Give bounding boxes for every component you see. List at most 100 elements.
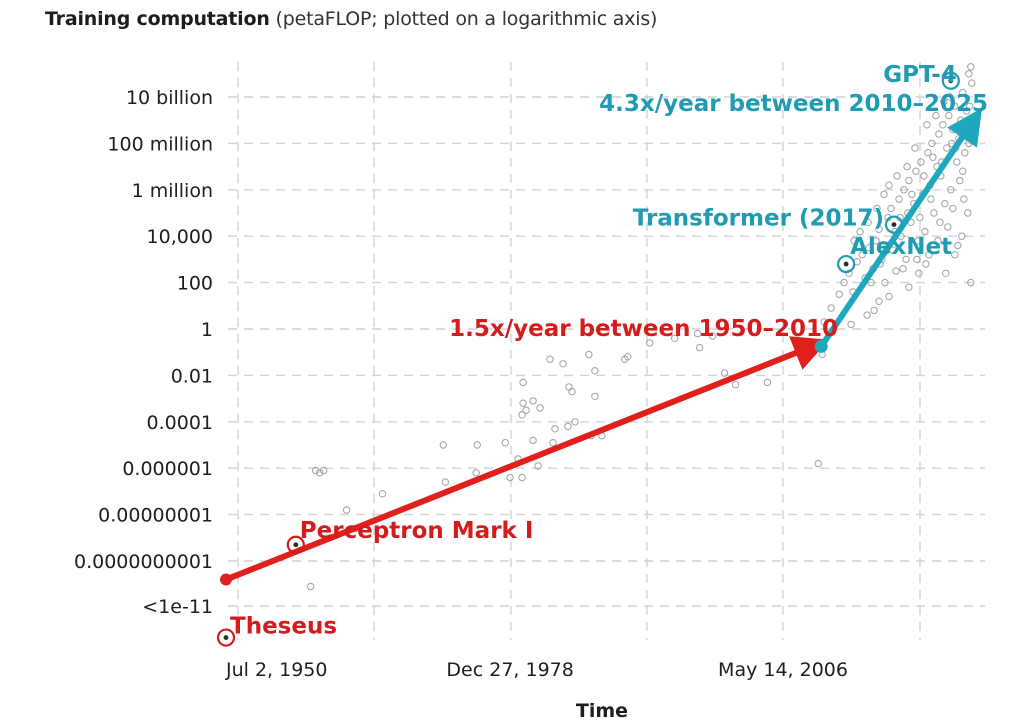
data-point — [960, 195, 968, 203]
data-point — [959, 167, 967, 175]
data-point — [968, 79, 976, 87]
data-point — [856, 227, 864, 236]
data-point — [892, 267, 900, 275]
data-point — [865, 244, 873, 252]
data-point — [720, 369, 729, 377]
data-point — [873, 204, 881, 213]
data-point — [944, 223, 952, 231]
data-point — [867, 278, 875, 287]
y-tick-label: 1 — [201, 319, 213, 341]
data-point — [522, 406, 530, 414]
highlight-label: Transformer (2017) — [633, 206, 884, 232]
data-point — [961, 149, 969, 157]
data-point — [441, 478, 449, 486]
chart-title-subtitle: (petaFLOP; plotted on a logarithmic axis… — [269, 8, 658, 30]
data-point — [378, 490, 387, 498]
data-point — [880, 190, 888, 199]
data-point — [889, 246, 897, 254]
data-point — [902, 255, 910, 264]
data-point — [917, 158, 925, 166]
highlight-dot — [891, 222, 897, 228]
data-point — [312, 466, 320, 475]
data-point — [529, 436, 537, 445]
data-point — [342, 506, 351, 514]
data-point — [885, 181, 893, 189]
data-point — [875, 225, 883, 233]
data-point — [591, 392, 599, 400]
data-point — [536, 404, 544, 412]
trend-arrow-1950-2010 — [223, 336, 830, 583]
highlight-ring-icon — [216, 628, 236, 647]
data-point — [965, 70, 973, 78]
data-point — [439, 441, 447, 449]
data-point — [893, 172, 901, 180]
y-tick-label: 0.0001 — [147, 412, 213, 434]
data-point — [518, 411, 526, 419]
x-tick-label: Jul 2, 1950 — [225, 659, 328, 681]
highlighted-models: Theseus Perceptron Mark I AlexNetTransform… — [216, 62, 960, 647]
data-point — [959, 88, 967, 97]
data-point — [518, 473, 526, 482]
trend-label-2010-2025: 4.3x/year between 2010–2025 — [599, 91, 988, 117]
data-point — [320, 466, 328, 475]
trend-junction-dot — [814, 339, 828, 353]
data-point — [571, 418, 579, 426]
y-axis: 10 billion 100 million 1 million 10,000 100 1… — [74, 87, 213, 618]
data-point — [895, 195, 903, 203]
data-point — [949, 125, 957, 134]
data-point — [928, 139, 936, 148]
data-point — [546, 355, 554, 363]
highlight-gpt-4: GPT-4 — [883, 62, 960, 90]
data-point — [924, 149, 932, 157]
chart-title: Training computation (petaFLOP; plotted … — [45, 8, 657, 30]
data-point — [958, 232, 966, 240]
data-point — [927, 195, 935, 203]
highlight-label: AlexNet — [850, 234, 952, 260]
data-point — [887, 204, 895, 213]
highlight-label: GPT-4 — [883, 62, 957, 88]
data-point — [708, 332, 717, 340]
data-point — [835, 290, 843, 298]
y-tick-label: 10 billion — [126, 87, 213, 109]
data-point — [565, 383, 573, 391]
data-point — [916, 213, 924, 222]
grid — [228, 62, 985, 640]
data-point — [519, 399, 527, 407]
chart-title-bold: Training computation — [45, 8, 270, 30]
data-point — [953, 158, 961, 166]
highlight-dot — [843, 261, 849, 267]
data-point — [967, 278, 975, 287]
highlight-ring-icon — [884, 215, 904, 234]
data-point — [858, 251, 866, 259]
y-tick-label: <1e-11 — [142, 596, 213, 618]
data-point — [956, 176, 964, 185]
data-point — [930, 209, 938, 217]
y-tick-label: 0.000001 — [122, 458, 213, 480]
data-point — [863, 311, 871, 319]
highlight-label: Theseus — [230, 614, 337, 640]
y-tick-label: 0.01 — [171, 365, 213, 387]
highlight-ring-icon — [941, 71, 960, 90]
data-point — [964, 209, 972, 217]
data-point — [585, 350, 593, 359]
data-point — [913, 255, 921, 264]
data-point — [506, 473, 514, 482]
y-tick-label: 1 million — [132, 180, 213, 202]
highlight-dot — [223, 635, 229, 640]
data-point — [591, 367, 599, 375]
data-point — [951, 251, 959, 259]
data-point — [900, 186, 908, 194]
data-point — [967, 63, 975, 71]
data-point — [671, 334, 679, 342]
data-point — [934, 237, 942, 245]
data-point — [935, 130, 943, 138]
data-point — [925, 251, 933, 259]
data-point — [519, 378, 527, 387]
data-point — [911, 144, 919, 152]
data-point — [936, 218, 944, 227]
data-point — [957, 116, 965, 124]
y-tick-label: 100 million — [107, 133, 213, 155]
x-tick-label: Dec 27, 1978 — [446, 659, 573, 681]
data-point — [885, 292, 893, 301]
